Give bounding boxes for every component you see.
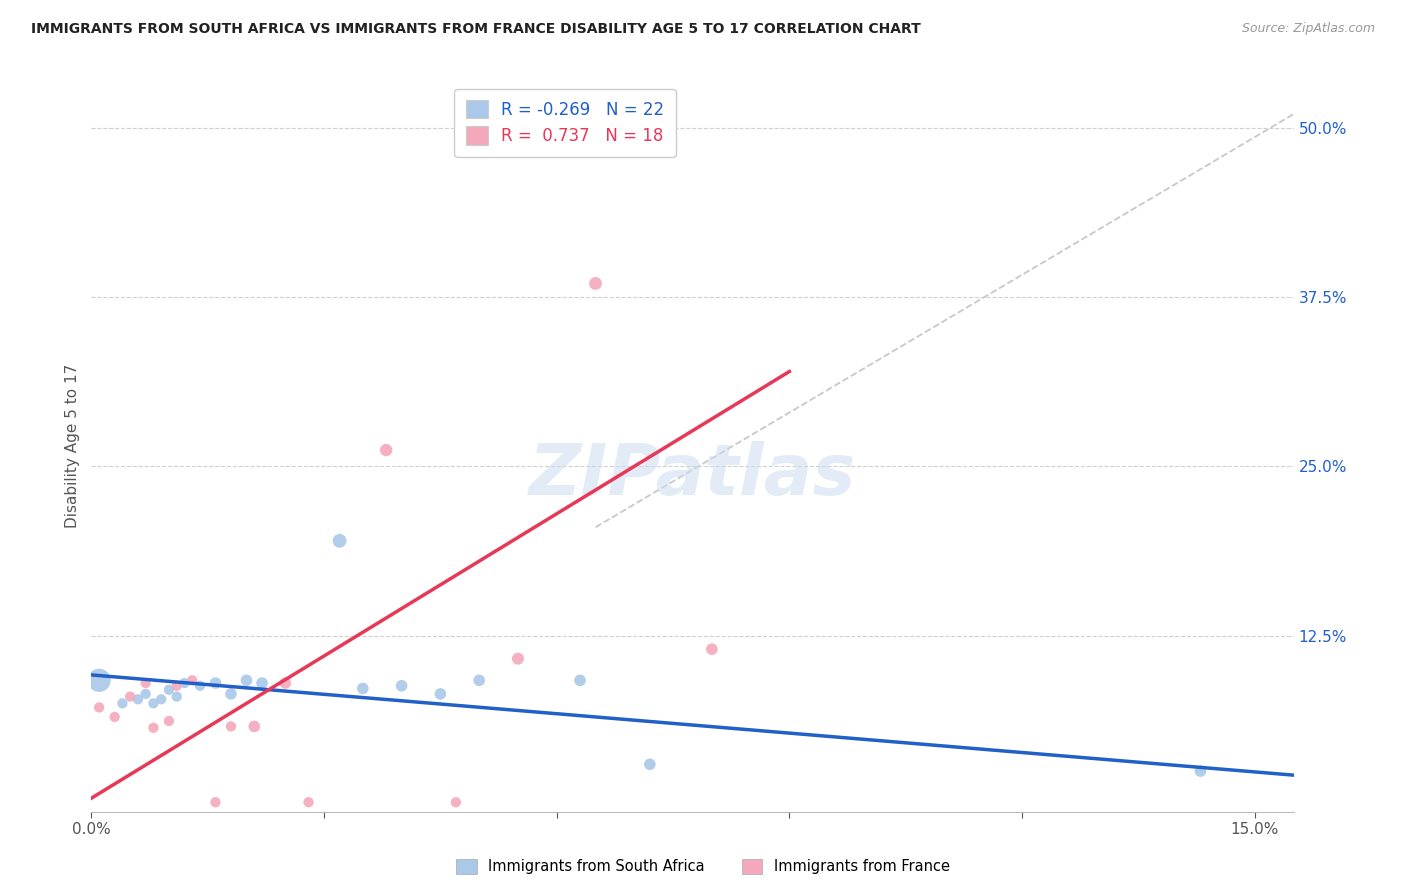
- Point: [173, 676, 195, 690]
- Point: [104, 710, 127, 724]
- Point: [181, 673, 204, 688]
- Point: [166, 679, 188, 693]
- Point: [219, 719, 242, 733]
- Point: [135, 676, 157, 690]
- Point: [585, 277, 607, 291]
- Point: [352, 681, 374, 696]
- Point: [638, 757, 661, 772]
- Point: [127, 692, 149, 706]
- Point: [391, 679, 413, 693]
- Point: [157, 682, 180, 697]
- Point: [166, 690, 188, 704]
- Point: [204, 676, 226, 690]
- Text: Source: ZipAtlas.com: Source: ZipAtlas.com: [1241, 22, 1375, 36]
- Point: [444, 795, 467, 809]
- Text: ZIPatlas: ZIPatlas: [529, 441, 856, 509]
- Point: [329, 533, 352, 548]
- Point: [142, 697, 165, 711]
- Text: IMMIGRANTS FROM SOUTH AFRICA VS IMMIGRANTS FROM FRANCE DISABILITY AGE 5 TO 17 CO: IMMIGRANTS FROM SOUTH AFRICA VS IMMIGRAN…: [31, 22, 921, 37]
- Point: [188, 679, 211, 693]
- Point: [219, 687, 242, 701]
- Point: [204, 795, 226, 809]
- Point: [274, 676, 297, 690]
- Legend: Immigrants from South Africa, Immigrants from France: Immigrants from South Africa, Immigrants…: [450, 853, 956, 880]
- Point: [506, 651, 529, 665]
- Y-axis label: Disability Age 5 to 17: Disability Age 5 to 17: [65, 364, 80, 528]
- Point: [135, 687, 157, 701]
- Point: [429, 687, 451, 701]
- Point: [150, 692, 173, 706]
- Point: [700, 642, 723, 657]
- Point: [297, 795, 319, 809]
- Point: [569, 673, 592, 688]
- Point: [468, 673, 491, 688]
- Point: [111, 697, 134, 711]
- Point: [89, 673, 111, 688]
- Point: [375, 443, 398, 458]
- Point: [235, 673, 257, 688]
- Point: [142, 721, 165, 735]
- Point: [89, 700, 111, 714]
- Point: [120, 690, 142, 704]
- Point: [1189, 764, 1212, 778]
- Legend: R = -0.269   N = 22, R =  0.737   N = 18: R = -0.269 N = 22, R = 0.737 N = 18: [454, 88, 676, 157]
- Point: [243, 719, 266, 733]
- Point: [250, 676, 273, 690]
- Point: [157, 714, 180, 728]
